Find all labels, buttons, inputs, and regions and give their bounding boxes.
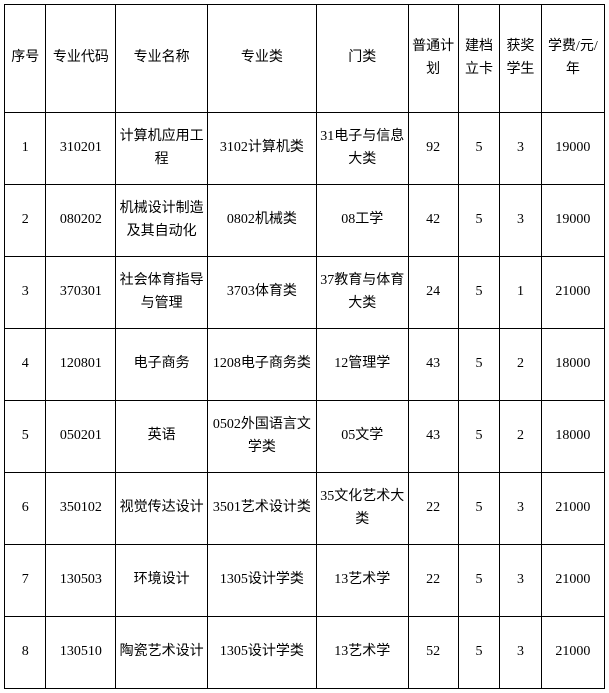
col-header-name: 专业名称 bbox=[116, 5, 208, 113]
table-row: 1310201计算机应用工程3102计算机类31电子与信息大类925319000 bbox=[5, 113, 605, 185]
cell-major_cat: 3102计算机类 bbox=[207, 113, 316, 185]
cell-code: 370301 bbox=[46, 257, 116, 329]
cell-major_cat: 3501艺术设计类 bbox=[207, 473, 316, 545]
cell-seq: 5 bbox=[5, 401, 46, 473]
cell-category: 13艺术学 bbox=[316, 545, 408, 617]
col-header-code: 专业代码 bbox=[46, 5, 116, 113]
cell-code: 130510 bbox=[46, 617, 116, 689]
cell-fee: 18000 bbox=[541, 401, 604, 473]
cell-category: 31电子与信息大类 bbox=[316, 113, 408, 185]
cell-plan: 42 bbox=[408, 185, 458, 257]
cell-name: 电子商务 bbox=[116, 329, 208, 401]
cell-category: 13艺术学 bbox=[316, 617, 408, 689]
cell-name: 机械设计制造及其自动化 bbox=[116, 185, 208, 257]
cell-code: 130503 bbox=[46, 545, 116, 617]
cell-fee: 19000 bbox=[541, 113, 604, 185]
cell-plan: 22 bbox=[408, 545, 458, 617]
cell-code: 120801 bbox=[46, 329, 116, 401]
cell-category: 35文化艺术大类 bbox=[316, 473, 408, 545]
cell-jdlk: 5 bbox=[458, 257, 499, 329]
cell-name: 环境设计 bbox=[116, 545, 208, 617]
cell-jdlk: 5 bbox=[458, 185, 499, 257]
cell-jdlk: 5 bbox=[458, 329, 499, 401]
table-row: 2080202机械设计制造及其自动化0802机械类08工学425319000 bbox=[5, 185, 605, 257]
cell-category: 05文学 bbox=[316, 401, 408, 473]
cell-plan: 43 bbox=[408, 401, 458, 473]
cell-fee: 18000 bbox=[541, 329, 604, 401]
cell-name: 视觉传达设计 bbox=[116, 473, 208, 545]
cell-code: 050201 bbox=[46, 401, 116, 473]
cell-category: 08工学 bbox=[316, 185, 408, 257]
cell-major_cat: 0502外国语言文学类 bbox=[207, 401, 316, 473]
cell-award: 3 bbox=[500, 185, 541, 257]
col-header-seq: 序号 bbox=[5, 5, 46, 113]
cell-jdlk: 5 bbox=[458, 401, 499, 473]
cell-award: 2 bbox=[500, 329, 541, 401]
cell-plan: 52 bbox=[408, 617, 458, 689]
cell-name: 英语 bbox=[116, 401, 208, 473]
cell-jdlk: 5 bbox=[458, 617, 499, 689]
cell-seq: 1 bbox=[5, 113, 46, 185]
cell-award: 3 bbox=[500, 113, 541, 185]
cell-award: 3 bbox=[500, 545, 541, 617]
table-row: 7130503环境设计1305设计学类13艺术学225321000 bbox=[5, 545, 605, 617]
cell-jdlk: 5 bbox=[458, 545, 499, 617]
cell-major_cat: 1208电子商务类 bbox=[207, 329, 316, 401]
col-header-jdlk: 建档立卡 bbox=[458, 5, 499, 113]
cell-fee: 19000 bbox=[541, 185, 604, 257]
col-header-major-cat: 专业类 bbox=[207, 5, 316, 113]
cell-jdlk: 5 bbox=[458, 113, 499, 185]
cell-name: 计算机应用工程 bbox=[116, 113, 208, 185]
cell-plan: 92 bbox=[408, 113, 458, 185]
cell-plan: 24 bbox=[408, 257, 458, 329]
table-row: 8130510陶瓷艺术设计1305设计学类13艺术学525321000 bbox=[5, 617, 605, 689]
cell-code: 080202 bbox=[46, 185, 116, 257]
col-header-plan: 普通计划 bbox=[408, 5, 458, 113]
cell-award: 1 bbox=[500, 257, 541, 329]
col-header-category: 门类 bbox=[316, 5, 408, 113]
cell-seq: 2 bbox=[5, 185, 46, 257]
cell-name: 社会体育指导与管理 bbox=[116, 257, 208, 329]
table-row: 3370301社会体育指导与管理3703体育类37教育与体育大类24512100… bbox=[5, 257, 605, 329]
cell-major_cat: 1305设计学类 bbox=[207, 617, 316, 689]
table-row: 5050201英语0502外国语言文学类05文学435218000 bbox=[5, 401, 605, 473]
majors-table: 序号 专业代码 专业名称 专业类 门类 普通计划 建档立卡 获奖学生 学费/元/… bbox=[4, 4, 605, 689]
cell-seq: 4 bbox=[5, 329, 46, 401]
cell-name: 陶瓷艺术设计 bbox=[116, 617, 208, 689]
cell-fee: 21000 bbox=[541, 473, 604, 545]
table-row: 6350102视觉传达设计3501艺术设计类35文化艺术大类225321000 bbox=[5, 473, 605, 545]
cell-jdlk: 5 bbox=[458, 473, 499, 545]
cell-major_cat: 0802机械类 bbox=[207, 185, 316, 257]
table-row: 4120801电子商务1208电子商务类12管理学435218000 bbox=[5, 329, 605, 401]
cell-seq: 6 bbox=[5, 473, 46, 545]
cell-award: 3 bbox=[500, 617, 541, 689]
col-header-fee: 学费/元/年 bbox=[541, 5, 604, 113]
cell-seq: 7 bbox=[5, 545, 46, 617]
cell-seq: 8 bbox=[5, 617, 46, 689]
cell-category: 37教育与体育大类 bbox=[316, 257, 408, 329]
cell-category: 12管理学 bbox=[316, 329, 408, 401]
cell-seq: 3 bbox=[5, 257, 46, 329]
cell-fee: 21000 bbox=[541, 617, 604, 689]
cell-code: 350102 bbox=[46, 473, 116, 545]
col-header-award: 获奖学生 bbox=[500, 5, 541, 113]
cell-award: 2 bbox=[500, 401, 541, 473]
cell-major_cat: 1305设计学类 bbox=[207, 545, 316, 617]
table-header-row: 序号 专业代码 专业名称 专业类 门类 普通计划 建档立卡 获奖学生 学费/元/… bbox=[5, 5, 605, 113]
cell-award: 3 bbox=[500, 473, 541, 545]
cell-code: 310201 bbox=[46, 113, 116, 185]
cell-major_cat: 3703体育类 bbox=[207, 257, 316, 329]
cell-plan: 22 bbox=[408, 473, 458, 545]
cell-plan: 43 bbox=[408, 329, 458, 401]
cell-fee: 21000 bbox=[541, 545, 604, 617]
cell-fee: 21000 bbox=[541, 257, 604, 329]
table-body: 1310201计算机应用工程3102计算机类31电子与信息大类925319000… bbox=[5, 113, 605, 689]
